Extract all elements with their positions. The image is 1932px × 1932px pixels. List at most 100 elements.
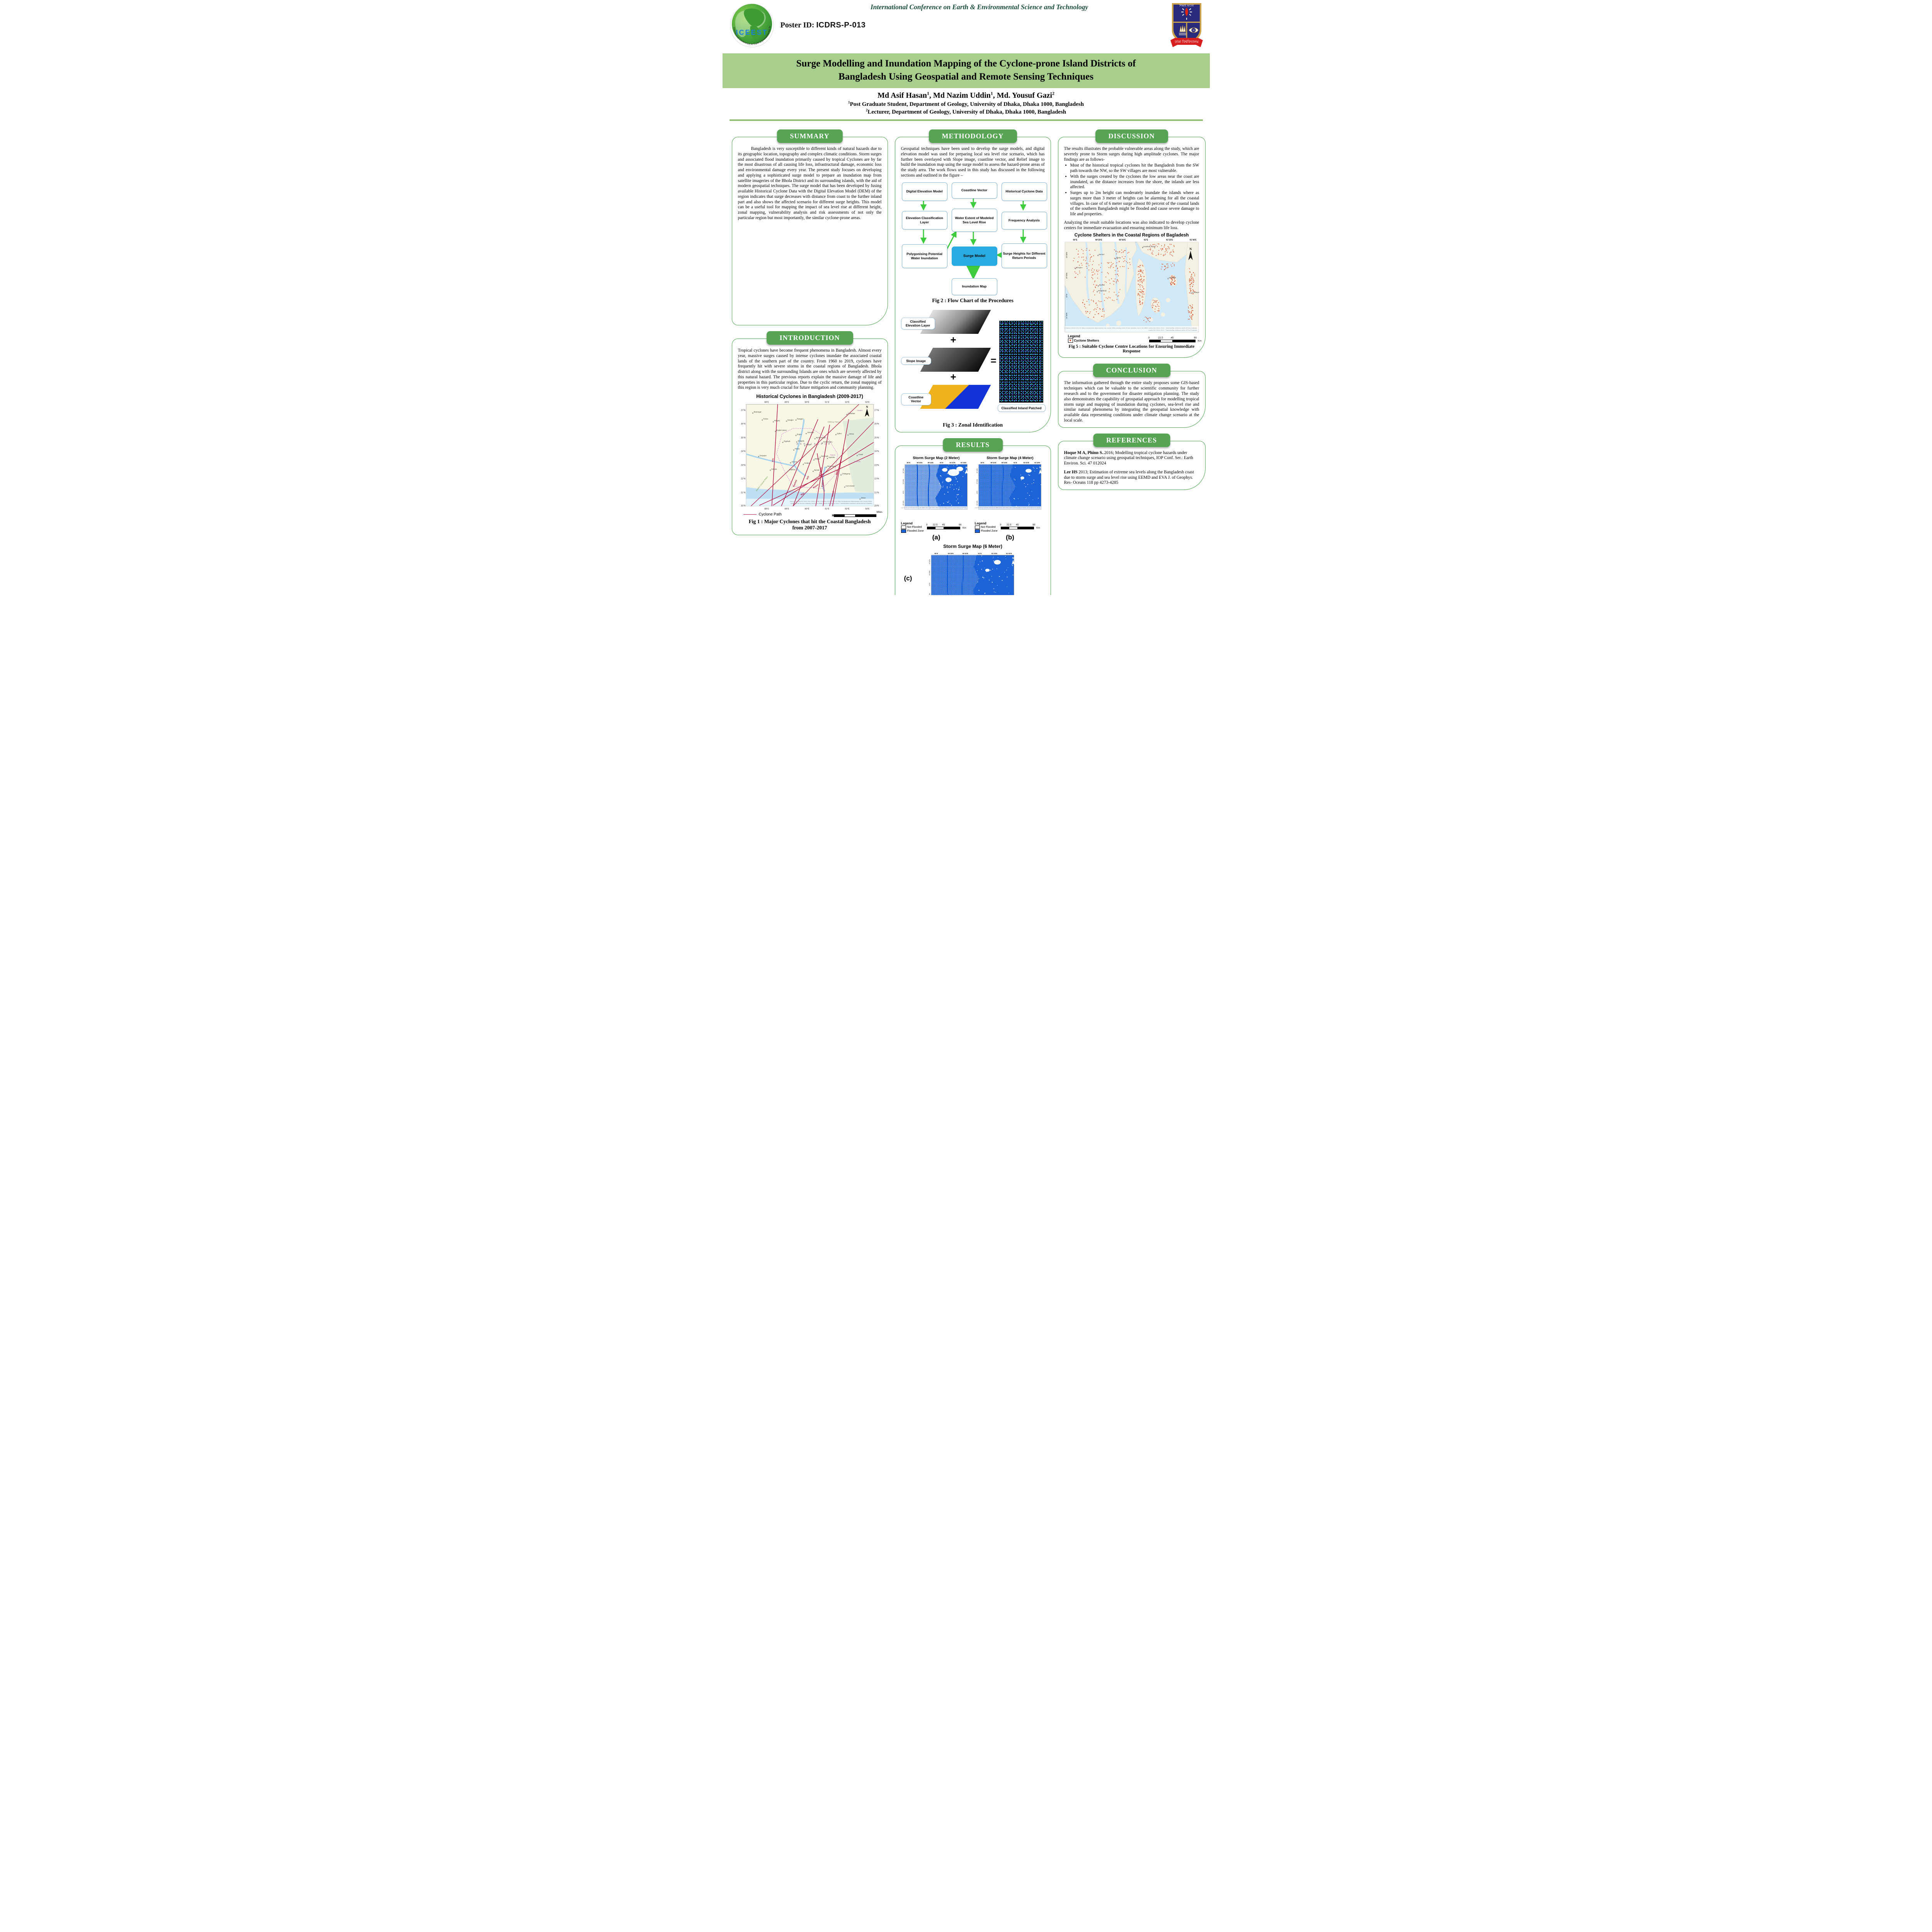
svg-text:Kishoreganj: Kishoreganj xyxy=(823,441,832,443)
affiliation-2: 2Lecturer, Department of Geology, Univer… xyxy=(866,108,1066,115)
svg-text:Faridpur: Faridpur xyxy=(804,462,811,464)
surge-map-a-block: Storm Surge Map (2 Meter) 90°E 90°20'E 90°… xyxy=(828,456,972,541)
fig3-label-coastline: Coastline Vector xyxy=(901,393,931,406)
fig1-legend: Cyclone Path 0 25 50 100 Miles xyxy=(738,511,883,517)
svg-text:91°E: 91°E xyxy=(1014,462,1017,464)
flooded-swatch xyxy=(901,529,906,533)
left-column: SUMMARY Bangladesh is very susceptible t… xyxy=(731,128,888,536)
introduction-body: Tropical cyclones have become frequent p… xyxy=(738,348,882,390)
svg-text:Durgapur: Durgapur xyxy=(759,454,767,456)
fig3-label-slope: Slope Image xyxy=(901,357,931,365)
svg-text:21°40'N: 21°40'N xyxy=(976,500,978,505)
storm-surge-map-6m: 90°E 90°20'E 90°40'E 91°E 91°20'E 91°40'E 22°4… xyxy=(929,552,1015,595)
map-c-letter: (c) xyxy=(904,574,912,582)
svg-text:22°20'N: 22°20'N xyxy=(1065,273,1067,279)
reference-item: Lee HS 2013; Estimation of extreme sea l… xyxy=(1064,469,1194,485)
svg-text:91°40'E: 91°40'E xyxy=(961,462,966,464)
svg-text:91°20'E: 91°20'E xyxy=(1023,462,1029,464)
svg-text:91°E: 91°E xyxy=(825,508,829,510)
svg-text:Begumganj: Begumganj xyxy=(827,465,836,467)
svg-text:Bhola: Bhola xyxy=(1116,257,1121,259)
river xyxy=(746,453,795,467)
du-ribbon-text: ঢাকা বিশ্ববিদ্যালয় xyxy=(1174,40,1199,44)
fig3-label-elevation: Classified Elevation Layer xyxy=(901,317,935,330)
svg-text:90°E: 90°E xyxy=(980,462,984,464)
middle-column: METHODOLOGY Geospatial techniques have b… xyxy=(828,128,1051,595)
svg-text:Jessore: Jessore xyxy=(791,461,798,463)
svg-text:21°40'N: 21°40'N xyxy=(902,500,904,505)
svg-text:22°N: 22°N xyxy=(874,478,879,480)
svg-text:Patuakhali: Patuakhali xyxy=(1098,290,1106,292)
discussion-bullet: Surges up to 2m height can moderately in… xyxy=(1070,190,1199,217)
storm-surge-map-4m: 90°E 90°20'E 90°40'E 91°E 91°20'E 91°40'E 22°4… xyxy=(902,462,1042,510)
svg-text:Assam: Assam xyxy=(857,409,862,412)
svg-text:Silchar: Silchar xyxy=(849,433,854,435)
surge-maps-row: Storm Surge Map (2 Meter) 90°E 90°20'E 90°… xyxy=(828,456,1046,541)
bhola-island xyxy=(1135,259,1146,316)
fig3-label-result: Classified Inland Patched xyxy=(997,404,1046,412)
svg-text:Tripura: Tripura xyxy=(830,454,835,456)
svg-text:26°N: 26°N xyxy=(874,423,879,425)
svg-text:Garmin, FAO, NOAA, USGS, © Ope: Garmin, FAO, NOAA, USGS, © OpenStreetMap… xyxy=(1148,329,1197,332)
svg-text:Sittwe: Sittwe xyxy=(861,497,866,499)
svg-text:Sandwip: Sandwip xyxy=(1168,277,1175,279)
summary-heading: SUMMARY xyxy=(777,129,843,143)
discussion-bullet: Most of the historical tropical cyclones… xyxy=(1070,163,1199,174)
right-column: DISCUSSION The results illustrates the p… xyxy=(1058,128,1206,490)
fig1-scalebar: 0 25 50 100 Miles xyxy=(832,511,883,517)
svg-text:N: N xyxy=(1012,557,1014,560)
svg-text:Mizoram: Mizoram xyxy=(854,461,861,463)
svg-text:92°E: 92°E xyxy=(845,508,849,510)
hatiya-island xyxy=(1150,298,1161,313)
map-a-legend: Legend Not Flooded Flooded Zone xyxy=(901,521,924,533)
svg-text:90°40'E: 90°40'E xyxy=(927,462,933,464)
svg-text:91°E: 91°E xyxy=(825,401,829,404)
svg-text:Chittagong: Chittagong xyxy=(842,473,850,475)
hills-east xyxy=(842,417,874,493)
svg-text:Barisal: Barisal xyxy=(1099,254,1104,256)
surge-map-b-block: Storm Surge Map (4 Meter) 90°E 90°20'E 90°… xyxy=(902,456,1046,541)
discussion-lead: The results illustrates the probable vul… xyxy=(1064,146,1199,162)
fig5-scalebar: 0 22.5 45 90 Km xyxy=(1148,337,1202,343)
svg-text:90°40'E: 90°40'E xyxy=(962,552,968,554)
fig5-legend: Legend Cyclone Shelters 0 22.5 45 90 Km xyxy=(1068,334,1202,343)
svg-text:91°E: 91°E xyxy=(1144,239,1148,242)
svg-text:24°N: 24°N xyxy=(874,451,879,453)
author: , Md. Yousuf Gazi xyxy=(993,91,1052,100)
conclusion-panel: CONCLUSION The information gathered thro… xyxy=(1058,364,1206,428)
fig1-legend-label: Cyclone Path xyxy=(759,512,782,517)
fig1-map-title: Historical Cyclones in Bangladesh (2009-… xyxy=(756,394,863,400)
svg-text:90°20'E: 90°20'E xyxy=(1095,239,1102,242)
discussion-panel: DISCUSSION The results illustrates the p… xyxy=(1058,129,1206,358)
map-b-letter: (b) xyxy=(1006,533,1014,541)
flow-box-coastline: Coastline Vector xyxy=(951,182,997,199)
svg-text:90°40'E: 90°40'E xyxy=(1001,462,1007,464)
svg-text:91°20'E: 91°20'E xyxy=(1166,239,1173,242)
flow-box-dem: Digital Elevation Model xyxy=(901,182,947,201)
svg-text:25°N: 25°N xyxy=(874,437,879,439)
svg-text:91°20'E: 91°20'E xyxy=(992,552,997,554)
svg-text:Purnia: Purnia xyxy=(763,418,768,420)
discussion-closing: Analyzing the result suitable locations … xyxy=(1064,220,1199,230)
svg-text:22°40'N: 22°40'N xyxy=(902,468,904,473)
svg-text:90°20'E: 90°20'E xyxy=(948,552,954,554)
map-a-letter: (a) xyxy=(932,533,940,541)
svg-text:22°N: 22°N xyxy=(1065,294,1067,298)
fig1-sources-2: Intermap and the GIS user community, Sou… xyxy=(790,502,872,505)
header: International Conference on Earth & Envi… xyxy=(723,0,1210,53)
svg-text:শিক্ষাই আলো: শিক্ষাই আলো xyxy=(1179,4,1194,7)
storm-surge-map-2m: 90°E 90°20'E 90°40'E 91°E 91°20'E 91°40'E 22°4… xyxy=(828,462,968,510)
methodology-panel: METHODOLOGY Geospatial techniques have b… xyxy=(895,129,1051,432)
svg-text:22°20'N: 22°20'N xyxy=(902,479,904,484)
svg-text:93°E: 93°E xyxy=(865,508,870,510)
svg-text:89°E: 89°E xyxy=(784,508,789,510)
title-band: Surge Modelling and Inundation Mapping o… xyxy=(722,53,1210,88)
svg-text:Satkhira: Satkhira xyxy=(789,469,796,471)
svg-text:90°E: 90°E xyxy=(906,462,910,464)
svg-text:Aizawl: Aizawl xyxy=(858,454,863,456)
svg-text:English Bazar: English Bazar xyxy=(776,429,787,431)
svg-text:Sidr: Sidr xyxy=(806,476,810,480)
poster-id-value: ICDRS-P-013 xyxy=(816,21,866,29)
fig3-caption: Fig 3 : Zonal Identification xyxy=(942,422,1003,428)
svg-text:22°N: 22°N xyxy=(976,490,978,493)
